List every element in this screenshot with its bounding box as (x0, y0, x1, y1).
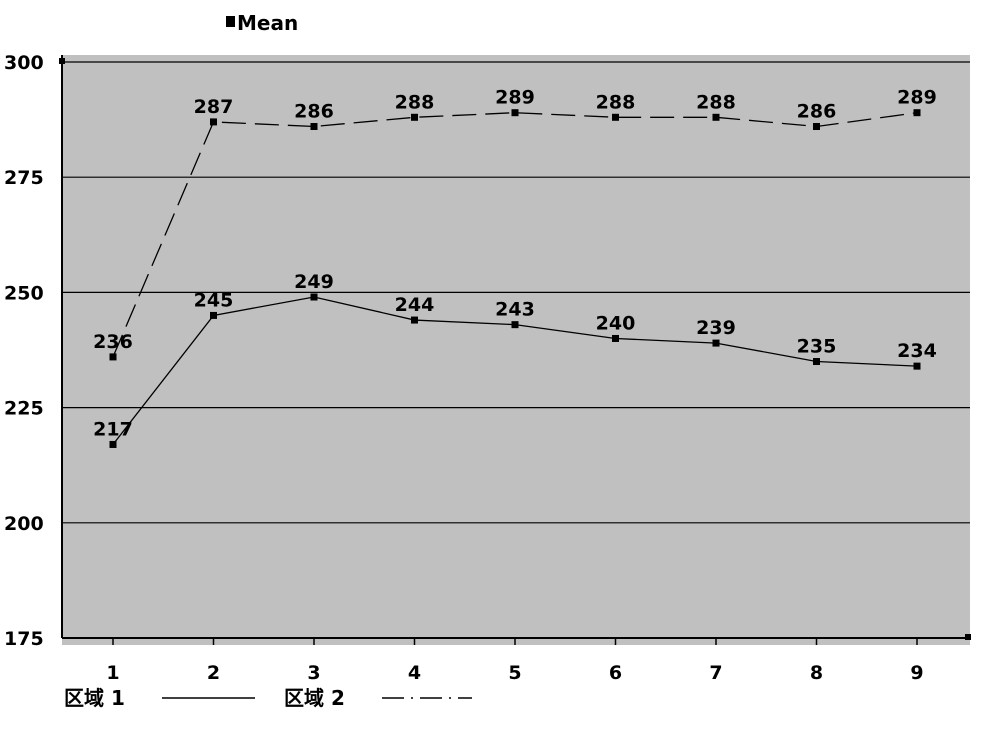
plot-area (62, 55, 970, 645)
y-tick-label: 200 (4, 513, 44, 535)
series-1-data-label: 235 (797, 336, 837, 358)
top-legend: Mean (226, 11, 298, 35)
gridlines (62, 61, 970, 524)
series-2-data-label: 288 (596, 91, 636, 113)
legend-marker-icon (226, 16, 235, 27)
series-1-point (310, 293, 318, 301)
series-2-data-label: 288 (395, 91, 435, 113)
x-tick-label: 7 (709, 662, 722, 684)
series-1-data-label: 239 (696, 317, 736, 339)
series-1-data-label: 240 (596, 312, 636, 334)
series-1-point (712, 339, 720, 347)
series-1-point (913, 362, 921, 370)
series-2-point (411, 113, 418, 121)
series-2-data-label: 288 (696, 91, 736, 113)
series-2-data-label: 287 (194, 96, 234, 118)
series-1-data-label: 244 (395, 294, 435, 316)
x-tick-label: 1 (106, 662, 119, 684)
series-1-data-label: 245 (194, 289, 234, 311)
axis-end-marker (965, 634, 971, 640)
series-2-data-label: 289 (495, 87, 535, 109)
series-2-point (913, 109, 921, 117)
legend-series-2-label: 区域 2 (284, 686, 345, 710)
y-tick-label: 175 (4, 628, 44, 650)
series-1-data-label: 249 (294, 271, 334, 293)
x-tick-label: 5 (508, 662, 521, 684)
y-tick-label: 225 (4, 398, 44, 420)
x-tick-label: 8 (810, 662, 823, 684)
series-1-point (210, 311, 217, 319)
y-tick-label: 250 (4, 282, 44, 304)
legend-series-1-label: 区域 1 (64, 686, 125, 710)
series-1-point (813, 358, 820, 366)
series-2-data-label: 286 (797, 101, 837, 123)
series-2-point (310, 123, 318, 131)
series-2-point (511, 109, 519, 117)
x-tick-label: 9 (910, 662, 923, 684)
series-1-point (511, 321, 519, 329)
series-2-data-label: 236 (93, 331, 133, 353)
series-2-point (612, 113, 619, 121)
series-1-data-label: 243 (495, 299, 535, 321)
y-tick-label: 300 (4, 52, 44, 74)
x-tick-label: 4 (408, 662, 421, 684)
axis-corner-marker (59, 58, 65, 64)
series-1-point (411, 316, 418, 324)
series-1-point (612, 334, 619, 342)
x-tick-label: 3 (307, 662, 320, 684)
series-1-data-label: 234 (897, 340, 937, 362)
x-tick-labels: 1 2 3 4 5 6 7 8 9 (106, 638, 924, 684)
series-1-data-label: 217 (93, 418, 133, 440)
series-1-point (109, 440, 117, 448)
series-2-data-label: 289 (897, 87, 937, 109)
y-tick-labels: 300 275 250 225 200 175 (4, 52, 44, 650)
series-2-point (109, 353, 117, 361)
x-tick-label: 2 (207, 662, 220, 684)
series-group: 217 245 249 244 243 240 239 235 234 236 287 286 288 2… (93, 87, 937, 448)
series-2-line (112, 112, 918, 358)
legend-top-label: Mean (237, 11, 298, 35)
series-2-point (210, 118, 217, 126)
series-2-data-label: 286 (294, 101, 334, 123)
series-2-point (813, 123, 820, 131)
y-tick-label: 275 (4, 167, 44, 189)
bottom-legend: 区域 1 区域 2 (64, 686, 472, 710)
x-tick-label: 6 (609, 662, 622, 684)
series-2-point (712, 113, 720, 121)
